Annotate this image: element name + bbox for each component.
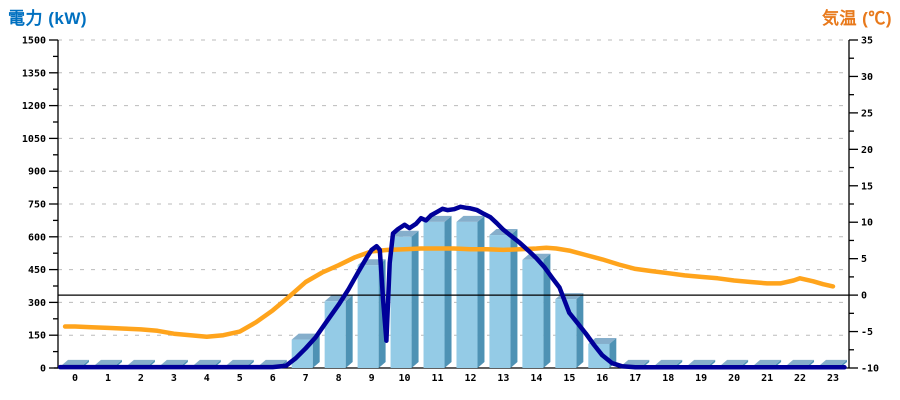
bar-top-face (159, 359, 188, 366)
bar-top-face (126, 359, 155, 366)
bar-top-face (61, 359, 89, 366)
right-tick-label: 5 (861, 254, 867, 265)
right-tick-label: 35 (861, 36, 873, 47)
left-axis-labels: 0 150 300 450 600 750 900 1050 1200 1350 1500 (22, 36, 46, 375)
left-tick-label: 300 (28, 298, 46, 309)
bar-front-face (588, 343, 610, 368)
bar-side-face (411, 230, 419, 368)
bar-top-face (687, 359, 716, 366)
hour-label: 18 (662, 373, 674, 384)
hour-label: 14 (530, 373, 542, 384)
hour-label: 3 (171, 373, 177, 384)
right-tick-label: 0 (861, 291, 867, 302)
hour-label: 16 (596, 373, 608, 384)
power-bars-series (61, 215, 847, 368)
bar-side-face (477, 215, 485, 368)
bar-hour-12 (456, 215, 485, 368)
bar-side-face (510, 229, 518, 368)
bar-hour-15 (555, 293, 584, 368)
x-axis-labels: 0 1 2 3 4 5 6 7 8 9 10 11 12 13 14 15 16 17 18 19 20 21 22 23 (72, 373, 839, 384)
bar-hour-14 (522, 253, 551, 368)
hour-label: 15 (563, 373, 575, 384)
hour-label: 1 (105, 373, 111, 384)
bar-side-face (444, 215, 452, 368)
bar-top-face (456, 215, 485, 222)
left-tick-label: 600 (28, 232, 46, 243)
hour-label: 2 (138, 373, 144, 384)
bar-hour-11 (423, 215, 452, 368)
bar-top-face (720, 359, 749, 366)
hour-label: 11 (431, 373, 443, 384)
right-tick-label: 25 (861, 108, 873, 119)
left-tick-label: 900 (28, 167, 46, 178)
bar-side-face (543, 253, 551, 368)
left-tick-label: 1350 (22, 68, 46, 79)
hour-label: 12 (464, 373, 476, 384)
left-tick-label: 0 (40, 364, 46, 375)
bar-hour-10 (390, 230, 419, 368)
hour-label: 10 (399, 373, 411, 384)
right-tick-label: -5 (861, 327, 873, 338)
bar-front-face (522, 259, 544, 368)
left-tick-label: 1050 (22, 134, 46, 145)
hour-label: 7 (303, 373, 309, 384)
right-tick-label: -10 (861, 364, 879, 375)
right-tick-label: 30 (861, 72, 873, 83)
left-tick-label: 750 (28, 200, 46, 211)
bar-side-face (312, 333, 320, 368)
right-axis-labels: -10 -5 0 5 10 15 20 25 30 35 (861, 36, 879, 375)
bar-hour-16 (588, 337, 617, 368)
bar-top-face (753, 359, 782, 366)
left-axis-ticks (49, 39, 58, 369)
grid-lines (58, 39, 849, 336)
hour-label: 13 (497, 373, 509, 384)
bar-front-face (357, 265, 379, 368)
hour-label: 20 (728, 373, 740, 384)
bar-side-face (345, 295, 353, 368)
bar-front-face (390, 236, 412, 368)
bar-top-face (786, 359, 815, 366)
bar-top-face (225, 359, 254, 366)
bar-top-face (654, 359, 683, 366)
hour-label: 9 (369, 373, 375, 384)
bar-hour-13 (489, 229, 518, 368)
left-tick-label: 450 (28, 265, 46, 276)
bar-side-face (576, 293, 584, 368)
hour-label: 8 (336, 373, 342, 384)
bar-top-face (192, 359, 221, 366)
hour-label: 22 (794, 373, 806, 384)
left-tick-label: 1500 (22, 36, 46, 47)
right-axis-title: 気温 (℃) (821, 9, 892, 28)
bar-top-face (588, 337, 617, 344)
right-tick-label: 20 (861, 145, 873, 156)
bar-top-face (93, 359, 122, 366)
right-axis-ticks (849, 39, 858, 369)
hour-label: 6 (270, 373, 276, 384)
bar-top-face (621, 359, 650, 366)
left-tick-label: 1200 (22, 101, 46, 112)
power-line (57, 204, 847, 370)
temperature-line (62, 245, 836, 339)
hour-label: 19 (695, 373, 707, 384)
bar-front-face (489, 235, 511, 368)
right-tick-label: 15 (861, 181, 873, 192)
left-tick-label: 150 (28, 331, 46, 342)
hour-label: 4 (204, 373, 210, 384)
hour-label: 5 (237, 373, 243, 384)
hour-label: 21 (761, 373, 773, 384)
hour-label: 17 (629, 373, 641, 384)
bar-top-face (819, 359, 847, 366)
hour-label: 23 (827, 373, 839, 384)
left-axis-title: 電力 (kW) (8, 9, 88, 28)
right-tick-label: 10 (861, 218, 873, 229)
hour-label: 0 (72, 373, 78, 384)
